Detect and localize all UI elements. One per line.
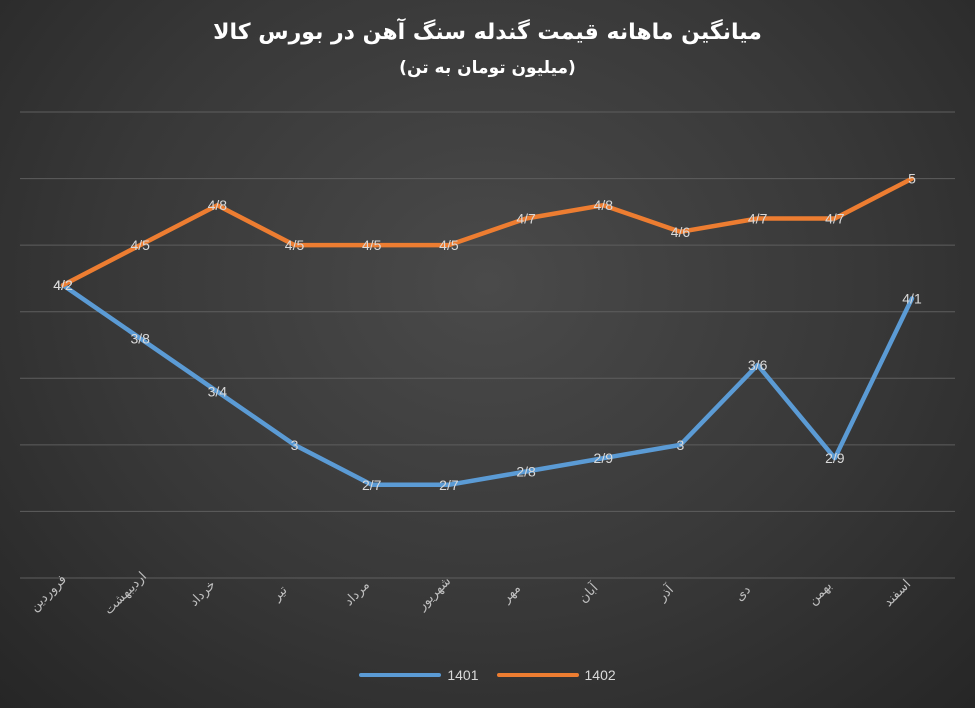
data-label-1401: 3 — [291, 437, 299, 453]
gridlines — [20, 111, 955, 579]
data-label-1401: 4/1 — [902, 290, 922, 306]
data-label-1401: 3/6 — [748, 357, 768, 373]
data-label-1402: 4/8 — [594, 197, 614, 213]
data-label-1401: 3 — [677, 437, 685, 453]
data-label-1402: 4/8 — [208, 197, 228, 213]
legend-label-1402: 1402 — [584, 667, 616, 683]
x-tick-label: مهر — [498, 581, 524, 607]
data-labels: 4/23/83/432/7 2/72/82/933/62/94/14/24/54/… — [53, 171, 922, 493]
chart-title: میانگین ماهانه قیمت گندله سنگ آهن در بور… — [213, 20, 762, 45]
data-label-1401: 2/9 — [825, 450, 845, 466]
x-tick-label: مرداد — [342, 578, 373, 609]
series-line-1401 — [60, 282, 915, 488]
x-tick-label: خرداد — [187, 577, 219, 609]
x-tick-label: شهریور — [414, 574, 454, 614]
data-label-1402: 4/7 — [516, 211, 536, 227]
x-tick-label: آبان — [575, 578, 603, 606]
legend-label-1401: 1401 — [447, 667, 479, 683]
data-label-1402: 4/7 — [825, 211, 845, 227]
data-label-1401: 3/8 — [130, 330, 150, 346]
data-label-1401: 2/9 — [594, 450, 614, 466]
chart-subtitle: (میلیون تومان به تن) — [399, 58, 576, 78]
data-label-1401: 2/8 — [516, 463, 536, 479]
data-label-1402: 4/5 — [130, 237, 150, 253]
legend-swatch-1401 — [359, 673, 442, 677]
data-label-1402: 4/2 — [53, 277, 73, 293]
legend-swatch-1402 — [496, 673, 579, 677]
data-label-1401: 4/2 — [53, 277, 73, 293]
x-tick-label: اسفند — [881, 577, 914, 610]
x-tick-label: فروردین — [27, 572, 70, 615]
legend-item-1402: 1402 — [496, 667, 616, 683]
x-tick-label: بهمن — [805, 579, 835, 609]
data-label-1401: 2/7 — [362, 477, 382, 493]
legend-item-1401: 1401 — [359, 667, 479, 683]
x-tick-label: دی — [732, 582, 754, 604]
data-label-1402: 4/6 — [671, 224, 691, 240]
x-axis-labels: فروردین اردیبهشت خرداد تیر مرداد شهریور مهر آبا… — [27, 569, 914, 617]
x-tick-label: اردیبهشت — [101, 569, 149, 617]
series-line-1402 — [60, 176, 915, 288]
data-label-1402: 4/7 — [748, 211, 768, 227]
legend: 1401 1402 — [0, 667, 975, 683]
data-label-1402: 5 — [908, 171, 916, 187]
data-label-1401: 3/4 — [208, 384, 228, 400]
x-tick-label: تیر — [269, 583, 291, 605]
data-label-1401: 2/7 — [439, 477, 459, 493]
data-label-1402: 4/5 — [362, 237, 382, 253]
data-label-1402: 4/5 — [285, 237, 305, 253]
series-lines — [60, 176, 915, 488]
data-label-1402: 4/5 — [439, 237, 459, 253]
x-tick-label: آذر — [653, 580, 678, 605]
